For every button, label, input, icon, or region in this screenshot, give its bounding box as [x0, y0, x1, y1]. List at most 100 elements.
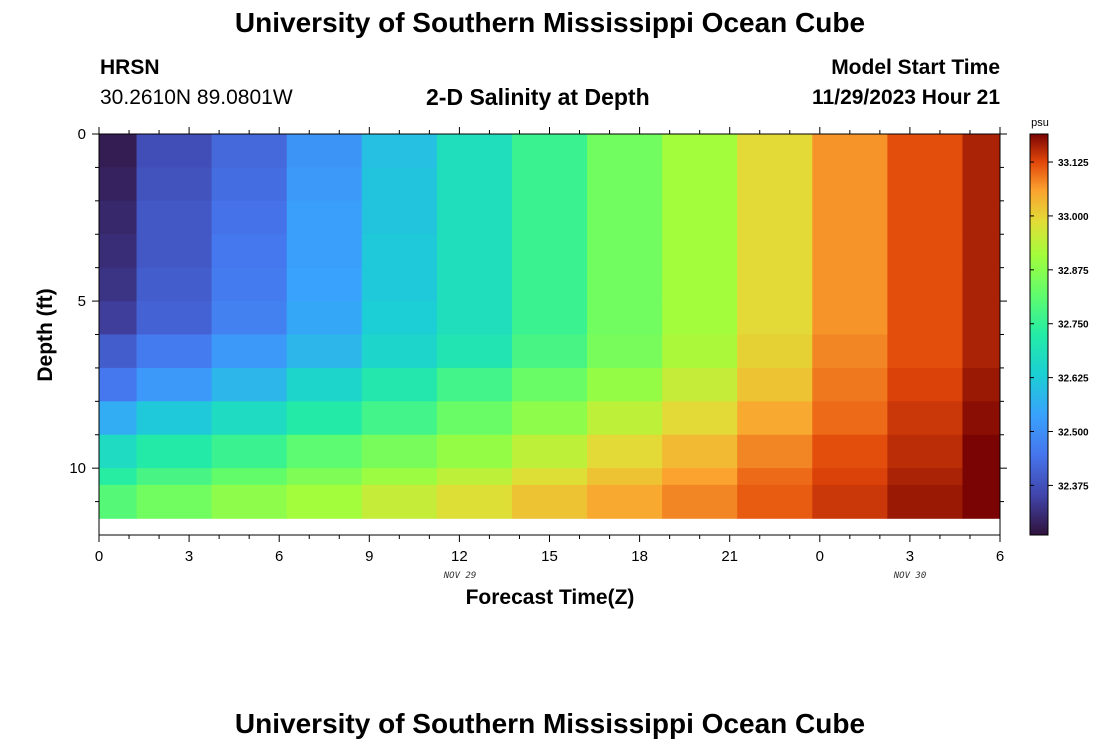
x-axis: 0 3 6 9 12 15 18 21 0 3 6	[95, 127, 1004, 565]
heatmap-cell	[587, 134, 663, 168]
colorbar-tick-label: 32.500	[1058, 428, 1089, 439]
y-tick-label: 10	[69, 460, 86, 477]
heatmap-cell	[662, 367, 738, 402]
heatmap-cell	[812, 267, 888, 302]
heatmap-cell	[662, 468, 738, 486]
heatmap-cell	[737, 200, 813, 235]
heatmap-cell	[211, 200, 288, 235]
heatmap-cell	[812, 401, 888, 436]
heatmap-cell	[962, 167, 1001, 202]
heatmap-cell	[962, 301, 1001, 335]
heatmap-cell	[286, 200, 363, 235]
heatmap-cell	[136, 468, 213, 486]
heatmap-cell	[887, 367, 963, 402]
heatmap-cell	[286, 334, 363, 369]
heatmap-cell	[361, 167, 438, 202]
heatmap-cell	[211, 134, 288, 168]
heatmap-cell	[511, 484, 588, 519]
x-tick-label: 6	[996, 548, 1004, 565]
heatmap-cell	[211, 484, 288, 519]
heatmap-cell	[662, 234, 738, 269]
heatmap-cell	[99, 267, 138, 302]
heatmap-cell	[887, 334, 963, 369]
heatmap-cell	[587, 200, 663, 235]
x-tick-label: 6	[275, 548, 283, 565]
heatmap-cell	[962, 434, 1001, 469]
heatmap-cell	[361, 401, 438, 436]
model-start-time: 11/29/2023 Hour 21	[812, 86, 1000, 109]
heatmap-cell	[511, 401, 588, 436]
colorbar-tick-label: 33.125	[1058, 158, 1089, 169]
x-tick-label: 3	[906, 548, 914, 565]
heatmap-cell	[361, 334, 438, 369]
heatmap-cell	[136, 301, 213, 335]
heatmap-cell	[99, 468, 138, 486]
colorbar-tick-label: 32.750	[1058, 320, 1089, 331]
heatmap-cell	[962, 334, 1001, 369]
heatmap-cell	[812, 367, 888, 402]
heatmap-cell	[887, 134, 963, 168]
heatmap-cell	[211, 334, 288, 369]
heatmap-cell	[436, 434, 513, 469]
heatmap-cell	[812, 234, 888, 269]
heatmap-cell	[737, 267, 813, 302]
station-coordinates: 30.2610N 89.0801W	[100, 86, 293, 109]
heatmap-cell	[99, 367, 138, 402]
heatmap-cell	[587, 334, 663, 369]
heatmap-cell	[737, 367, 813, 402]
heatmap-cell	[136, 434, 213, 469]
heatmap-cell	[436, 334, 513, 369]
heatmap-cell	[812, 167, 888, 202]
heatmap-cell	[361, 367, 438, 402]
heatmap-cell	[812, 134, 888, 168]
heatmap-cell	[136, 167, 213, 202]
heatmap-cell	[286, 484, 363, 519]
plot-title: 2-D Salinity at Depth	[426, 84, 650, 110]
colorbar-ticks: 32.375 32.500 32.625 32.750 32.875 33.000 33.1…	[1030, 158, 1089, 492]
heatmap-cell	[211, 434, 288, 469]
x-tick-label: 15	[541, 548, 558, 565]
heatmap-cell	[737, 401, 813, 436]
y-axis-label: Depth (ft)	[34, 288, 57, 381]
heatmap-cell	[737, 484, 813, 519]
heatmap-cell	[136, 401, 213, 436]
heatmap-cell	[286, 267, 363, 302]
heatmap-cell	[361, 134, 438, 168]
heatmap-cell	[737, 134, 813, 168]
heatmap-cell	[587, 468, 663, 486]
x-tick-label: 9	[365, 548, 373, 565]
heatmap-cell	[887, 167, 963, 202]
heatmap-cell	[99, 401, 138, 436]
date-label-nov-29: NOV 29	[443, 571, 477, 581]
heatmap-cell	[436, 301, 513, 335]
heatmap-cell	[587, 234, 663, 269]
heatmap-cell	[887, 301, 963, 335]
heatmap-cell	[887, 468, 963, 486]
heatmap-cell	[361, 200, 438, 235]
heatmap-cell	[286, 134, 363, 168]
model-start-label: Model Start Time	[831, 56, 1000, 79]
heatmap-cell	[887, 401, 963, 436]
heatmap-cell	[812, 484, 888, 519]
footer-title: University of Southern Mississippi Ocean…	[234, 708, 866, 739]
x-tick-label: 18	[631, 548, 648, 565]
heatmap-cell	[286, 234, 363, 269]
heatmap-cell	[136, 367, 213, 402]
x-tick-label: 0	[816, 548, 824, 565]
colorbar-tick-label: 33.000	[1058, 212, 1089, 223]
heatmap-cell	[587, 301, 663, 335]
heatmap-cell	[286, 468, 363, 486]
x-tick-label: 12	[451, 548, 468, 565]
heatmap-cell	[211, 234, 288, 269]
heatmap-cell	[962, 134, 1001, 168]
heatmap-cell	[511, 134, 588, 168]
heatmap-cell	[136, 267, 213, 302]
colorbar-tick-label: 32.625	[1058, 374, 1089, 385]
heatmap-cell	[812, 468, 888, 486]
heatmap-cell	[99, 200, 138, 235]
heatmap-cell	[286, 434, 363, 469]
heatmap-cell	[211, 468, 288, 486]
x-tick-label: 3	[185, 548, 193, 565]
heatmap-cell	[511, 234, 588, 269]
